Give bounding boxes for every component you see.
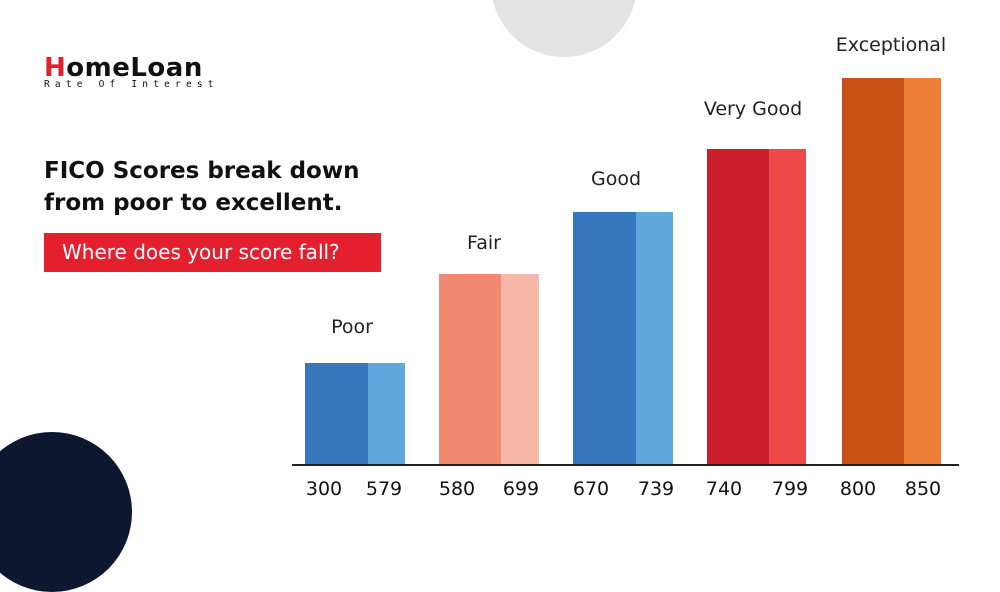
bar-fair (439, 274, 539, 464)
bar-label-poor: Poor (331, 316, 373, 338)
score-question-banner: Where does your score fall? (44, 233, 381, 272)
brand-logo: HomeLoan Rate Of Interest (44, 55, 219, 90)
decorative-gray-circle (491, 0, 637, 57)
page-title: FICO Scores break down from poor to exce… (44, 155, 404, 219)
bar-label-exceptional: Exceptional (835, 34, 947, 56)
tick-label: 699 (502, 478, 540, 500)
title-line-2: from poor to excellent. (44, 190, 343, 216)
logo-tagline: Rate Of Interest (44, 79, 219, 90)
bar-good (573, 212, 673, 464)
decorative-navy-circle (0, 432, 132, 592)
tick-label: 580 (438, 478, 476, 500)
x-axis-line (292, 464, 959, 466)
tick-label: 850 (904, 478, 942, 500)
bar-very-good (707, 149, 806, 464)
bar-poor (305, 363, 405, 464)
tick-label: 740 (705, 478, 743, 500)
tick-label: 800 (839, 478, 877, 500)
logo-h: H (44, 53, 67, 83)
title-line-1: FICO Scores break down (44, 158, 360, 184)
bar-exceptional (842, 78, 941, 464)
tick-label: 670 (572, 478, 610, 500)
logo-wordmark: HomeLoan (44, 55, 219, 81)
bar-label-good: Good (590, 168, 642, 190)
bar-label-very-good: Very Good (703, 98, 803, 120)
tick-label: 799 (771, 478, 809, 500)
logo-rest: omeLoan (66, 53, 203, 83)
tick-label: 300 (305, 478, 343, 500)
bar-label-fair: Fair (467, 232, 501, 254)
tick-label: 739 (637, 478, 675, 500)
tick-label: 579 (365, 478, 403, 500)
